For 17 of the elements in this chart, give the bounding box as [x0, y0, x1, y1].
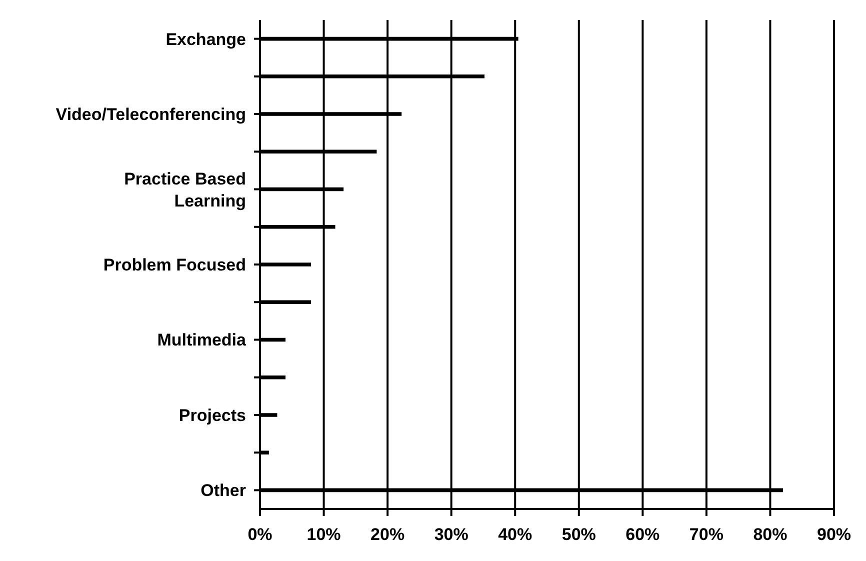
x-tick-label: 40%: [498, 525, 532, 544]
x-tick-label: 10%: [306, 525, 341, 544]
x-tick-label: 0%: [248, 525, 272, 544]
x-tick-label: 30%: [434, 525, 468, 544]
x-tick-label: 20%: [370, 525, 405, 544]
x-tick-label: 80%: [753, 525, 788, 544]
x-tick-label: 90%: [816, 525, 852, 544]
x-tick-label: 50%: [562, 525, 596, 544]
y-tick-label: Problem Focused: [103, 255, 246, 274]
y-tick-label: Video/Teleconferencing: [56, 104, 246, 124]
y-tick-label: Other: [200, 480, 246, 500]
y-tick-label: Practice Based Learning: [124, 168, 246, 210]
x-tick-label: 70%: [689, 525, 724, 544]
y-tick-label: Projects: [178, 405, 246, 424]
y-tick-label: Multimedia: [157, 330, 247, 350]
y-tick-label: Exchange: [166, 29, 246, 48]
x-tick-label: 60%: [626, 525, 660, 544]
